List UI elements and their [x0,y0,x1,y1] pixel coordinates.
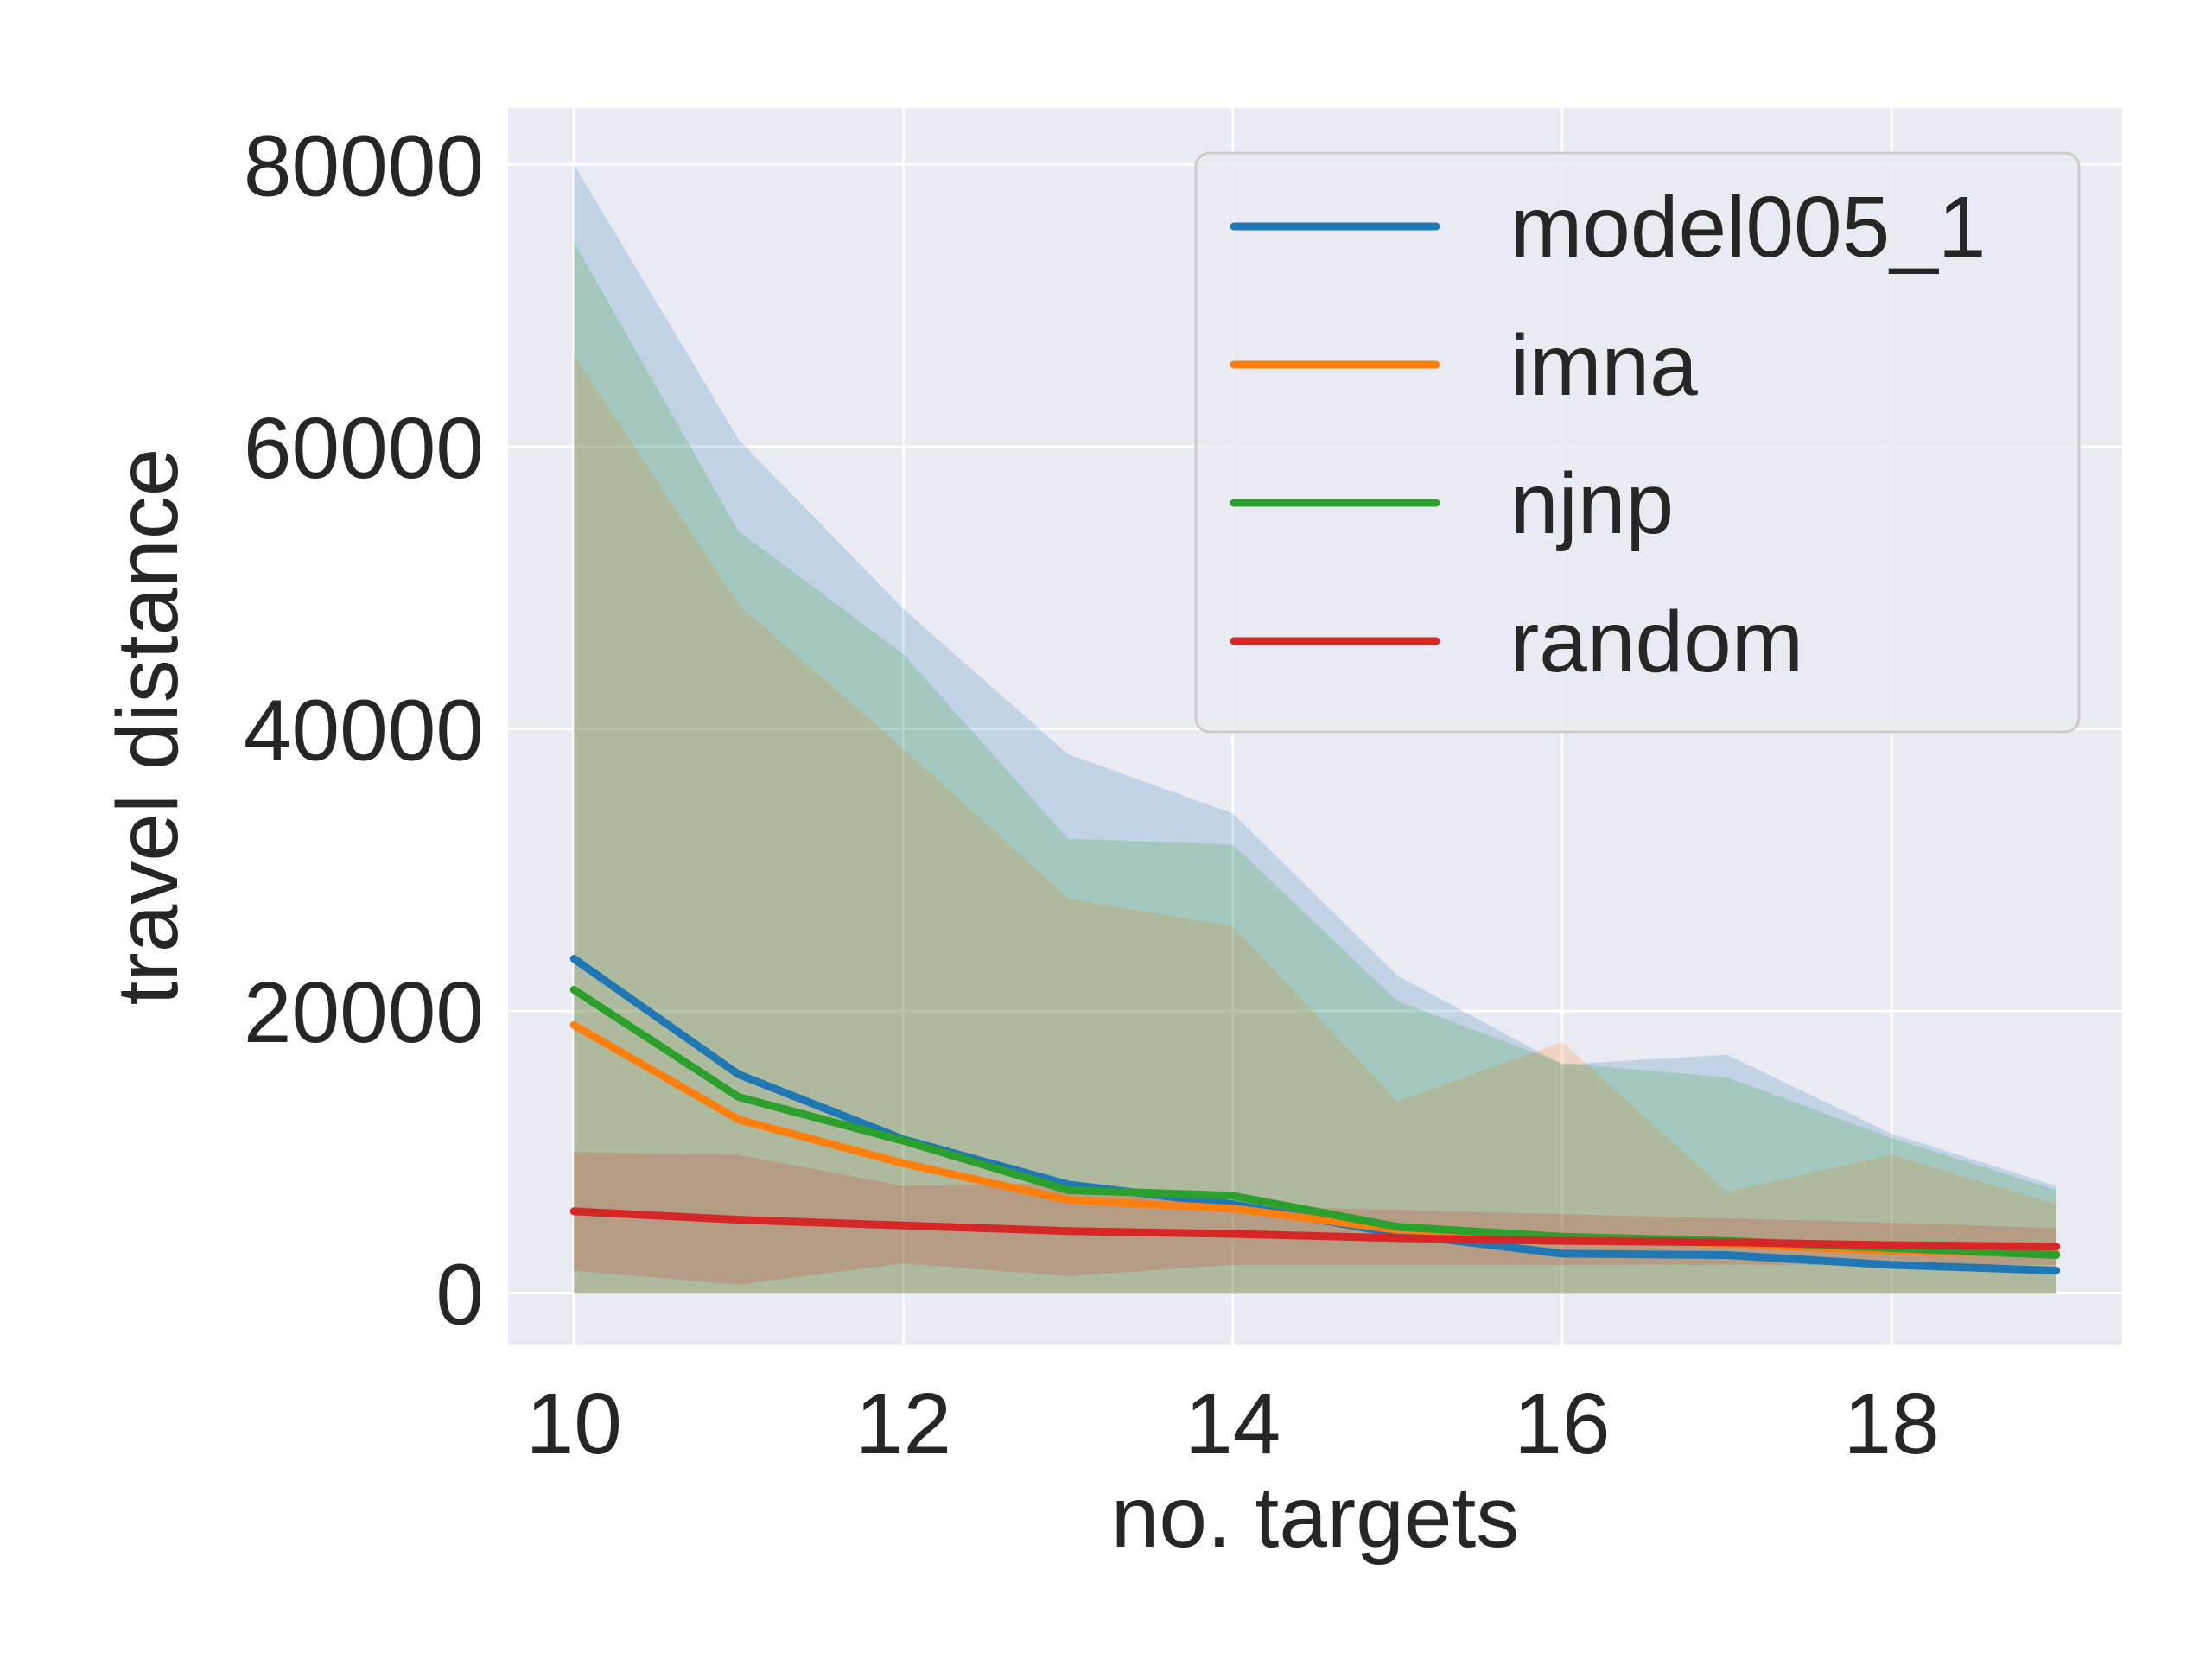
x-tick-label: 16 [1514,1376,1610,1472]
x-tick-label: 14 [1185,1376,1281,1472]
y-tick-label: 20000 [244,964,484,1061]
y-tick-label: 80000 [244,118,484,214]
x-tick-label: 12 [855,1376,951,1472]
legend-label-njnp: njnp [1510,455,1674,552]
y-tick-label: 40000 [244,682,484,779]
series-lines [569,955,2061,1274]
x-tick-labels: 10 12 14 16 18 [526,1376,1940,1472]
y-tick-label: 60000 [244,400,484,497]
band-model005_1 [574,164,2056,1294]
band-imna [574,354,2056,1294]
legend-label-imna: imna [1510,317,1698,414]
y-axis-label: travel distance [99,448,196,1006]
x-tick-label: 10 [526,1376,622,1472]
y-tick-labels: 0 20000 40000 60000 80000 [244,118,484,1343]
x-axis-label: no. targets [1111,1469,1520,1566]
x-tick-label: 18 [1844,1376,1940,1472]
legend-label-random: random [1510,594,1803,690]
legend-box [1194,151,2081,734]
line-random [569,1207,2061,1251]
legend-label-model005_1: model005_1 [1510,179,1986,276]
band-njnp [574,242,2056,1294]
y-tick-label: 0 [435,1247,484,1344]
